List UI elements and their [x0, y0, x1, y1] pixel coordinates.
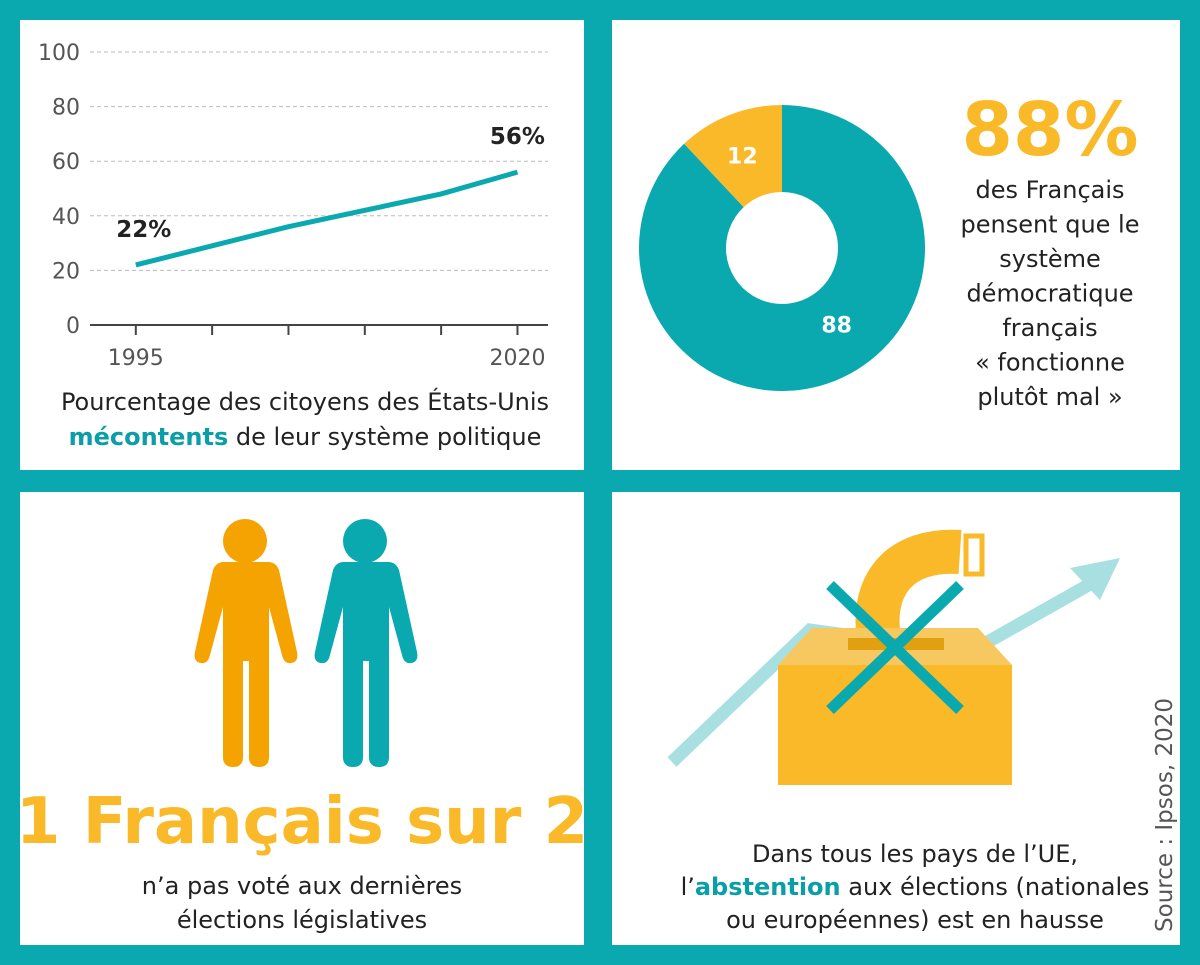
line-chart: 0 20 40 60 80 100 1995 2020 22% 56%: [38, 41, 548, 371]
text: n’a pas voté aux dernières: [142, 872, 462, 900]
panel: [20, 492, 584, 945]
description-line: pensent que le: [960, 211, 1139, 239]
description-line: français: [1002, 314, 1097, 342]
text: l’abstention aux élections (nationales: [681, 873, 1150, 901]
headline: 88%: [961, 87, 1138, 173]
caption-emphasis: mécontents: [69, 423, 229, 451]
slice: [684, 105, 782, 208]
source: Source : Ipsos, 2020: [1152, 698, 1178, 932]
headline: 1 Français sur 2: [16, 785, 588, 859]
text: élections législatives: [177, 906, 427, 934]
value-label: 56%: [490, 124, 545, 150]
box: [778, 665, 1012, 785]
figures: [194, 519, 418, 767]
description-line: « fonctionne: [975, 349, 1125, 377]
text: Dans tous les pays de l’UE,: [752, 840, 1078, 868]
panel: [20, 20, 584, 470]
text-part: l’: [681, 873, 695, 901]
ballot-illustration: [667, 529, 1120, 785]
arrow-head: [1070, 558, 1120, 600]
cross: [826, 581, 964, 714]
y-tick-label: 80: [52, 96, 80, 121]
description-line: système: [999, 245, 1101, 273]
figure-body: [194, 562, 298, 767]
text-part: aux élections (nationales: [841, 873, 1150, 901]
caption-part: de leur système politique: [228, 423, 541, 451]
y-tick-label: 100: [38, 41, 80, 66]
description-line: plutôt mal »: [977, 383, 1122, 411]
caption: Pourcentage des citoyens des États-Unis: [61, 387, 549, 416]
y-tick-label: 0: [66, 314, 80, 339]
x-tick-label: 1995: [108, 346, 164, 371]
y-tick-label: 60: [52, 150, 80, 175]
y-tick-label: 40: [52, 205, 80, 230]
sleeve: [963, 533, 985, 577]
x-tick-label: 2020: [489, 346, 545, 371]
text-emphasis: abstention: [695, 873, 841, 901]
description-line: démocratique: [966, 280, 1133, 308]
figure-head: [223, 519, 267, 563]
slice-label: 88: [821, 314, 852, 339]
donut-chart: 88 12: [639, 105, 925, 391]
slice: [639, 105, 925, 391]
slice-label: 12: [727, 144, 758, 169]
caption: mécontents de leur système politique: [69, 423, 542, 451]
description-line: des Français: [975, 176, 1124, 204]
figure-body: [314, 562, 418, 767]
text: ou européennes) est en hausse: [726, 906, 1104, 934]
figure-head: [343, 519, 387, 563]
y-tick-label: 20: [52, 259, 80, 284]
value-label: 22%: [116, 217, 171, 243]
description: des Français pensent que le système démocra…: [960, 176, 1139, 411]
line: [135, 169, 519, 268]
